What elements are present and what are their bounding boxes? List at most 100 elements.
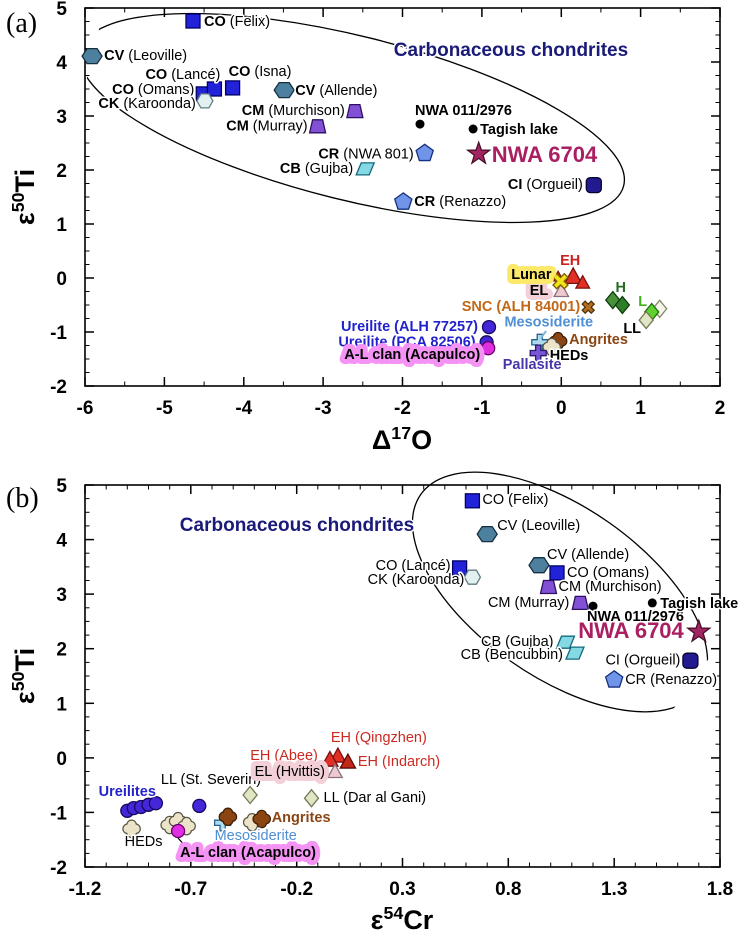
label-ci-orgueil-b: CI (Orgueil) xyxy=(605,653,680,669)
svg-text:4: 4 xyxy=(56,531,67,552)
label-co-lance-a: CO (Lancé) xyxy=(145,67,220,83)
marker-snc-a xyxy=(581,300,596,315)
svg-text:3: 3 xyxy=(56,585,67,606)
label-cm-murray-a: CM (Murray) xyxy=(226,118,307,134)
marker-cv-allende-a xyxy=(273,81,295,99)
point-labels-a: CV (Leoville) CO (Felix) CO (Omans)CO (Lan… xyxy=(97,13,649,375)
marker-co-felix-a xyxy=(185,13,201,29)
label-eh-qingzhen-b: EH (Qingzhen) xyxy=(331,730,427,746)
svg-text:0.8: 0.8 xyxy=(495,879,521,900)
label-cb-gujba-a: CB (Gujba) xyxy=(280,161,353,177)
panel-b: -1.2 -0.7 -0.2 0.3 0.8 1.3 1.8 -2 -1 0 1 2 3 4 5 ε54Cr ε… xyxy=(6,471,738,935)
label-co-omans-a: CO (Omans) xyxy=(112,82,194,98)
label-ureilite-b-1: Ureilites xyxy=(99,784,156,800)
label-pallasite-a: Pallasite xyxy=(503,357,562,373)
marker-cv-allende-b xyxy=(528,557,550,574)
panel-a: -6 -5 -4 -3 -2 -1 0 1 2 -2 -1 0 1 2 3 4 5 Δ17O ε50Ti (a) Car… xyxy=(6,0,725,455)
marker-cv-leoville-a xyxy=(81,47,103,65)
plot-frame-b xyxy=(84,484,721,868)
marker-cr-nwa801-a xyxy=(415,143,435,162)
label-co-felix-a: CO (Felix) xyxy=(204,14,270,30)
label-ureilite-alh-a: Ureilite (ALH 77257) xyxy=(341,319,478,335)
point-labels-b: CO (Felix) CV (Leoville) CO (Lancé)CK (Kar… xyxy=(97,490,738,866)
svg-text:5: 5 xyxy=(56,0,67,20)
label-eh-large-a: EH xyxy=(560,253,580,269)
marker-nwa6704-a xyxy=(465,140,492,165)
svg-text:1: 1 xyxy=(56,215,67,236)
label-ll-stseverin-b: LL (St. Severin) xyxy=(161,772,261,788)
marker-hed-b-4 xyxy=(177,816,196,836)
marker-ureilite-alh-a xyxy=(481,319,497,335)
label-angrites-b-2: Angrites xyxy=(272,810,331,826)
panel-letter-a: (a) xyxy=(6,8,37,39)
marker-cb-bencubbin-b xyxy=(565,646,585,660)
marker-cr-renazzo-b xyxy=(604,669,624,688)
svg-text:-6: -6 xyxy=(77,398,94,419)
label-nwa011-b: NWA 011/2976 xyxy=(587,609,684,625)
label-angrites-a: Angrites xyxy=(569,332,628,348)
x-axis-title-b: ε54Cr xyxy=(371,903,434,935)
label-heds-a: HEDs xyxy=(550,348,589,364)
label-ll-a: LL xyxy=(623,321,641,337)
svg-text:5: 5 xyxy=(56,476,67,497)
label-cr-renazzo-a: CR (Renazzo) xyxy=(414,194,506,210)
x-axis-title-a: Δ17O xyxy=(372,423,432,455)
svg-text:-0.2: -0.2 xyxy=(280,879,313,900)
svg-text:3: 3 xyxy=(56,107,67,128)
label-el-a: EL xyxy=(530,283,549,299)
marker-ll-a xyxy=(638,310,655,330)
markers-a xyxy=(81,13,668,362)
marker-cv-leoville-b xyxy=(476,525,498,543)
label-cv-allende-b: CV (Allende) xyxy=(547,547,629,563)
svg-text:0: 0 xyxy=(56,269,67,290)
svg-text:1.3: 1.3 xyxy=(601,879,627,900)
marker-ll-dar-b xyxy=(303,788,320,808)
svg-text:4: 4 xyxy=(56,53,67,74)
marker-ci-orgueil-a xyxy=(585,176,602,194)
label-l-a: L xyxy=(638,294,647,310)
marker-h2-a xyxy=(614,295,631,315)
marker-tagish-b xyxy=(647,598,657,608)
svg-text:1: 1 xyxy=(635,398,646,419)
label-co-lance-b: CO (Lancé) xyxy=(376,558,451,574)
y-axis-title-a: ε50Ti xyxy=(8,169,40,225)
marker-cm-murray-a xyxy=(308,119,327,134)
label-nwa011-a: NWA 011/2976 xyxy=(415,103,512,119)
marker-eh-abee-b xyxy=(320,750,340,767)
label-ci-orgueil-a: CI (Orgueil) xyxy=(508,177,583,193)
svg-text:2: 2 xyxy=(56,161,67,182)
tick-labels-a: -6 -5 -4 -3 -2 -1 0 1 2 -2 -1 0 1 2 3 4 5 xyxy=(50,0,725,419)
label-co-omans-b: CO (Omans) xyxy=(567,565,649,581)
label-cb-bencubbin-b: CB (Bencubbin) xyxy=(461,647,563,663)
panel-letter-b: (b) xyxy=(6,483,39,514)
marker-nwa011-a xyxy=(415,119,425,129)
label-cb-gujba-b: CB (Gujba) xyxy=(481,634,554,650)
svg-text:2: 2 xyxy=(715,398,726,419)
marker-cb-gujba-a xyxy=(355,162,376,176)
label-ll-dar-b: LL (Dar al Gani) xyxy=(324,790,427,806)
marker-angrites-b-2 xyxy=(252,809,272,829)
marker-ci-orgueil-b xyxy=(682,652,699,669)
marker-el-a xyxy=(552,281,570,298)
callout-line-a-0 xyxy=(540,330,547,339)
y-axis-title-b: ε50Ti xyxy=(8,648,40,704)
label-al-clan-b: A-L clan (Acapulco) xyxy=(180,845,316,861)
svg-text:0: 0 xyxy=(556,398,567,419)
marker-eh-large-a xyxy=(563,266,583,285)
label-cm-murchison-b: CM (Murchison) xyxy=(559,579,662,595)
marker-heds-a xyxy=(542,337,562,357)
marker-co-felix-b xyxy=(464,493,481,509)
marker-cb-gujba-b xyxy=(555,635,576,649)
marker-al-clan-b xyxy=(170,823,186,839)
label-tagish-a: Tagish lake xyxy=(480,122,558,138)
svg-text:-3: -3 xyxy=(315,398,332,419)
label-h1-a: H xyxy=(616,280,626,296)
label-meso-a: Mesosiderite xyxy=(504,314,593,330)
marker-tagish-a xyxy=(468,124,478,134)
marker-co-lance-a xyxy=(206,81,223,97)
svg-text:2: 2 xyxy=(56,640,67,661)
label-ureilite-pca-a: Ureilite (PCA 82506) xyxy=(338,334,475,350)
label-ck-karoonda-b: CK (Karoonda) xyxy=(368,572,465,588)
label-nwa6704-b: NWA 6704 xyxy=(578,618,684,643)
